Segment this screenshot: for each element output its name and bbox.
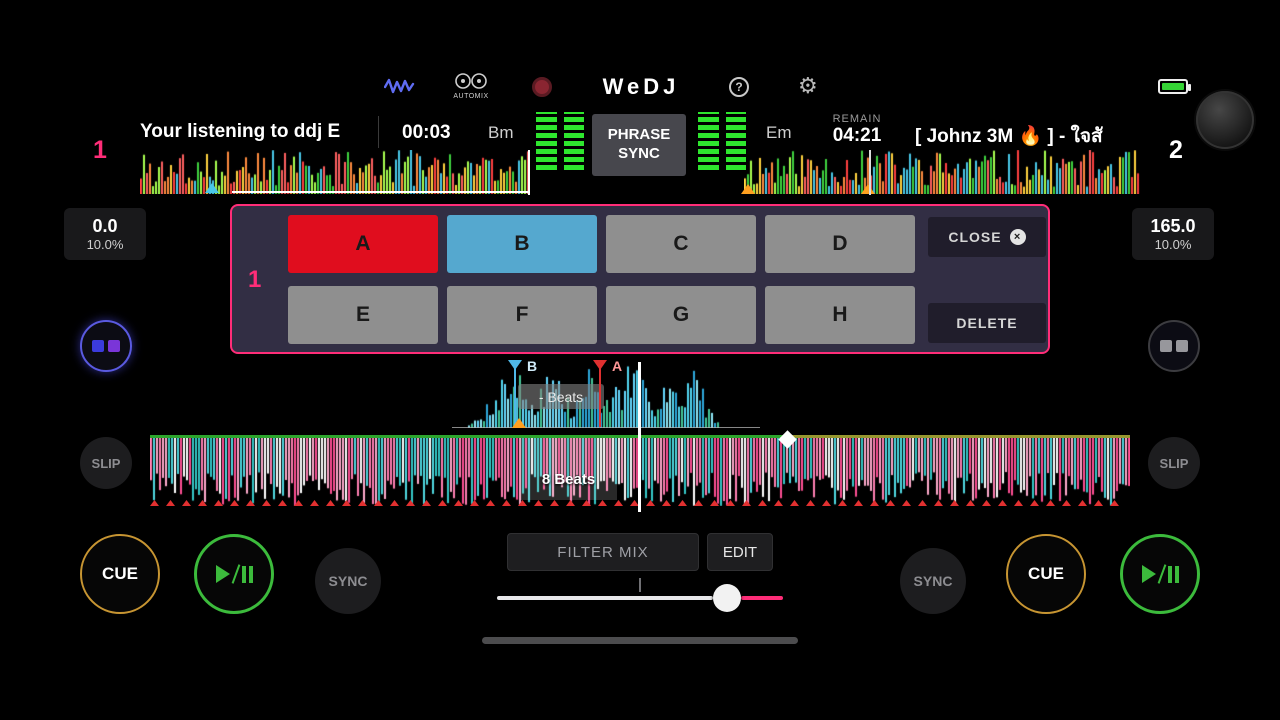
- close-icon: ×: [1009, 229, 1026, 245]
- deck1-elapsed-time: 00:03: [402, 122, 451, 143]
- deck1-zoom-waveform[interactable]: [450, 362, 760, 428]
- deck1-vu-meter: [536, 112, 584, 170]
- deck1-play-pause-button[interactable]: [194, 534, 274, 614]
- home-indicator[interactable]: [482, 637, 798, 644]
- deck1-select-button[interactable]: [80, 320, 132, 372]
- edit-button[interactable]: EDIT: [707, 533, 773, 571]
- settings-gear-icon[interactable]: ⚙: [798, 73, 818, 98]
- deck2-select-icon: [1160, 340, 1172, 352]
- hotcue-pad-h[interactable]: H: [765, 286, 915, 344]
- battery-icon: [1158, 79, 1191, 94]
- deck2-overview-waveform[interactable]: [744, 150, 1140, 194]
- cue-a-marker-label: A: [612, 358, 623, 374]
- deck1-number: 1: [93, 136, 107, 164]
- automix-label: AUTOMIX: [453, 93, 489, 100]
- crossfader-track-right[interactable]: [741, 596, 783, 600]
- deck1-tempo-range: 10.0%: [86, 237, 124, 252]
- beatgrid-line-played: [150, 435, 787, 438]
- deck2-overview-playhead: [869, 150, 871, 195]
- hotcue-pad-b[interactable]: B: [447, 215, 597, 273]
- cue-b-marker-line: [514, 366, 516, 427]
- crossfader-track-left[interactable]: [497, 596, 713, 600]
- phrase-sync-button[interactable]: PHRASE SYNC: [592, 114, 686, 176]
- deck2-track-title[interactable]: [ Johnz 3M 🔥 ] - ใจสั: [915, 126, 1103, 147]
- hotcue-pad-e[interactable]: E: [288, 286, 438, 344]
- deck2-select-button[interactable]: [1148, 320, 1200, 372]
- deck1-track-title[interactable]: Your listening to ddj E: [140, 121, 341, 142]
- play-pause-icon: [1141, 565, 1156, 583]
- hotcue-pad-a[interactable]: A: [288, 215, 438, 273]
- deck2-tempo-value: 165.0: [1150, 216, 1196, 236]
- automix-icon: [454, 73, 488, 94]
- deck1-overview-playhead: [528, 150, 530, 195]
- deck2-tempo-range: 10.0%: [1154, 237, 1192, 252]
- deck2-key: Em: [766, 123, 792, 142]
- deck1-key: Bm: [488, 123, 514, 142]
- filter-mix-button[interactable]: FILTER MIX: [507, 533, 699, 571]
- loop-in-marker: [512, 418, 526, 428]
- hotcue-pad-g[interactable]: G: [606, 286, 756, 344]
- automix-button[interactable]: AUTOMIX: [450, 72, 492, 100]
- cue-b-marker-icon: [508, 360, 522, 370]
- waveform-mode-icon[interactable]: [383, 76, 416, 103]
- deck1-sync-button[interactable]: SYNC: [315, 548, 381, 614]
- playhead: [638, 362, 641, 512]
- play-pause-icon: [215, 565, 230, 583]
- deck1-select-icon: [92, 340, 104, 352]
- phrase-beats-label: 8 Beats: [541, 471, 596, 488]
- deck1-overview-cue-marker: [205, 183, 219, 193]
- browse-knob[interactable]: [1196, 91, 1254, 149]
- crossfader-center-notch: [639, 578, 641, 592]
- hotcue-pad-d[interactable]: D: [765, 215, 915, 273]
- cue-a-marker-line: [599, 366, 601, 427]
- app-title: WeDJ: [602, 74, 680, 99]
- deck2-remain: REMAIN 04:21: [822, 113, 892, 147]
- hotcue-pad-c[interactable]: C: [606, 215, 756, 273]
- deck1-tempo-display[interactable]: 0.0 10.0%: [64, 208, 146, 260]
- remain-label: REMAIN: [832, 113, 882, 125]
- deck1-progress-line: [232, 191, 529, 193]
- deck2-number: 2: [1169, 136, 1183, 164]
- close-button[interactable]: CLOSE ×: [928, 217, 1046, 257]
- phrase-highlight: [520, 438, 617, 500]
- deck2-slip-button[interactable]: SLIP: [1148, 437, 1200, 489]
- letterbox-top: [0, 0, 1280, 60]
- deck2-play-pause-button[interactable]: [1120, 534, 1200, 614]
- delete-button[interactable]: DELETE: [928, 303, 1046, 343]
- hotcue-deck-number: 1: [248, 266, 262, 293]
- hotcue-pad-f[interactable]: F: [447, 286, 597, 344]
- crossfader-knob[interactable]: [713, 584, 741, 612]
- deck1-cue-button[interactable]: CUE: [80, 534, 160, 614]
- deck1-overview-waveform[interactable]: [140, 150, 530, 194]
- record-button[interactable]: [532, 77, 552, 97]
- deck2-overview-marker-2: [861, 184, 875, 194]
- letterbox-bottom: [0, 660, 1280, 720]
- deck2-sync-button[interactable]: SYNC: [900, 548, 966, 614]
- deck2-remain-time: 04:21: [832, 125, 882, 146]
- deck2-cue-button[interactable]: CUE: [1006, 534, 1086, 614]
- loop-beats-chip: - Beats: [518, 384, 604, 409]
- cue-a-marker-icon: [593, 360, 607, 370]
- deck1-zoom-baseline: [452, 427, 760, 428]
- deck2-vu-meter: [698, 112, 746, 170]
- deck1-tempo-value: 0.0: [92, 216, 118, 236]
- deck2-tempo-display[interactable]: 165.0 10.0%: [1132, 208, 1214, 260]
- divider: [378, 116, 379, 148]
- cue-b-marker-label: B: [527, 358, 538, 374]
- help-icon[interactable]: ?: [729, 77, 749, 97]
- beatgrid-line-upcoming: [787, 435, 1130, 438]
- deck1-slip-button[interactable]: SLIP: [80, 437, 132, 489]
- phrase-sync-label: PHRASE SYNC: [607, 126, 671, 162]
- deck2-overview-marker-1: [741, 184, 755, 194]
